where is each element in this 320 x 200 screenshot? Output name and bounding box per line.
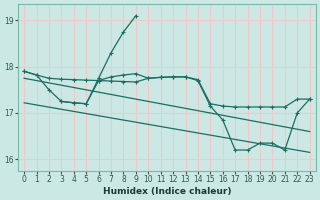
X-axis label: Humidex (Indice chaleur): Humidex (Indice chaleur): [103, 187, 231, 196]
